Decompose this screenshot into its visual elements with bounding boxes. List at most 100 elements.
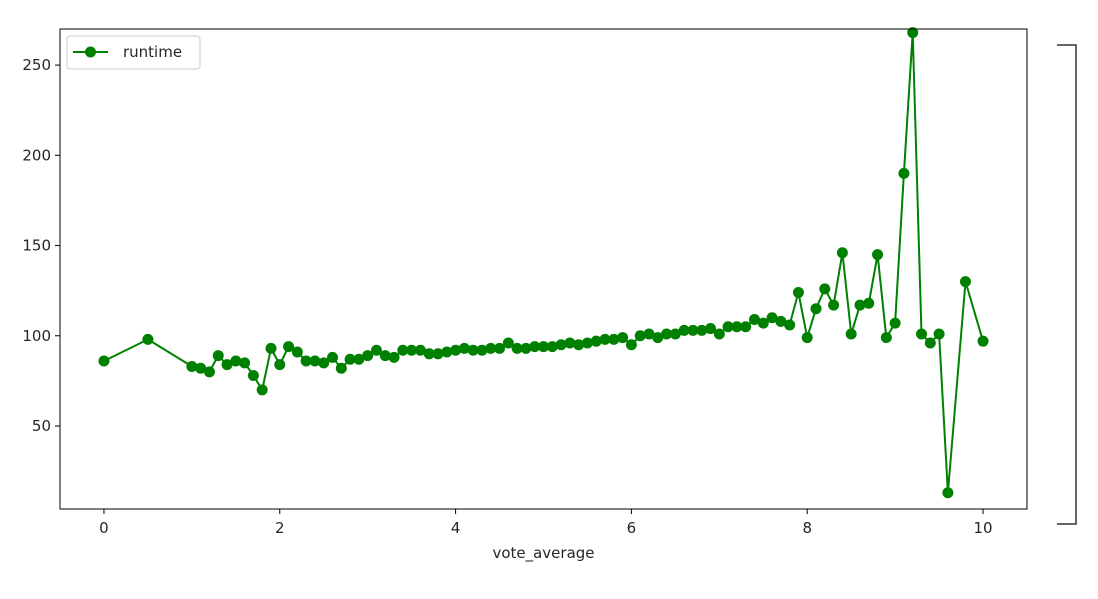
- data-point: [916, 328, 928, 340]
- right-bracket-decoration: [1057, 44, 1077, 525]
- data-point: [414, 344, 426, 356]
- data-point: [942, 487, 954, 499]
- data-point: [344, 353, 356, 365]
- data-point: [538, 341, 549, 353]
- axes: 0 2 4 6 8 10 50 100 150 200 250: [22, 28, 1028, 537]
- x-tick-label: 6: [627, 519, 637, 537]
- data-point: [854, 299, 866, 311]
- y-tick-label: 50: [32, 417, 51, 435]
- data-point: [230, 355, 242, 367]
- series-line-runtime: [103, 31, 984, 494]
- data-point: [327, 351, 339, 363]
- data-point: [713, 328, 725, 340]
- data-point: [872, 249, 884, 261]
- legend-box: [66, 35, 201, 70]
- data-point: [731, 321, 743, 333]
- data-point: [924, 337, 936, 349]
- y-tick-label: 200: [22, 146, 51, 164]
- data-point: [652, 332, 664, 344]
- data-point: [564, 337, 576, 349]
- plot-area: [98, 27, 989, 499]
- data-point: [792, 286, 804, 298]
- data-point: [203, 366, 215, 378]
- data-point: [617, 332, 629, 344]
- data-point: [687, 324, 699, 336]
- data-point: [212, 350, 224, 362]
- data-point: [678, 324, 690, 336]
- data-point: [379, 350, 391, 362]
- data-point: [239, 357, 251, 369]
- data-point: [661, 328, 673, 340]
- data-point: [318, 357, 330, 369]
- data-point: [836, 247, 848, 259]
- data-point: [643, 328, 655, 340]
- data-point: [599, 333, 611, 345]
- data-point: [722, 321, 734, 333]
- data-point: [766, 312, 778, 324]
- x-tick-label: 4: [451, 519, 461, 537]
- data-point: [845, 328, 857, 340]
- y-tick-label: 150: [22, 237, 51, 255]
- x-tick-label: 10: [973, 519, 992, 537]
- data-point: [590, 335, 602, 347]
- data-point: [476, 344, 488, 356]
- data-point: [265, 342, 277, 354]
- data-point: [98, 355, 110, 367]
- data-point: [142, 333, 154, 345]
- data-point: [959, 276, 971, 288]
- data-point: [300, 355, 312, 367]
- data-point: [450, 344, 462, 356]
- data-point: [520, 342, 532, 354]
- data-point: [608, 333, 620, 345]
- data-point: [406, 344, 418, 356]
- data-point: [810, 303, 822, 315]
- data-point: [432, 348, 444, 360]
- data-point: [502, 337, 514, 349]
- data-point: [889, 317, 901, 329]
- data-point: [335, 362, 347, 374]
- y-tick-label: 250: [22, 56, 51, 74]
- data-point: [819, 283, 831, 295]
- data-point: [397, 344, 409, 356]
- data-point: [423, 348, 435, 360]
- data-point: [388, 351, 400, 363]
- data-point: [898, 167, 910, 179]
- data-point: [784, 319, 796, 331]
- data-point: [309, 355, 321, 367]
- y-tick-label: 100: [22, 327, 51, 345]
- data-point: [353, 353, 365, 365]
- data-point: [977, 335, 989, 347]
- legend: runtime: [66, 35, 201, 70]
- x-axis-label: vote_average: [492, 544, 594, 563]
- data-point: [634, 330, 646, 342]
- data-point: [546, 341, 558, 353]
- data-point: [705, 323, 717, 335]
- data-point: [441, 346, 453, 358]
- data-point: [581, 337, 593, 349]
- data-point: [748, 314, 760, 326]
- x-tick-label: 0: [99, 519, 109, 537]
- data-point: [775, 315, 787, 327]
- plot-frame: [59, 28, 1028, 510]
- data-point: [863, 297, 875, 309]
- data-point: [247, 369, 259, 381]
- data-point: [494, 342, 506, 354]
- data-point: [696, 324, 708, 336]
- data-point: [291, 346, 303, 358]
- data-point: [880, 332, 892, 344]
- data-point: [370, 344, 382, 356]
- data-point: [467, 344, 479, 356]
- data-point: [907, 27, 919, 39]
- data-point: [186, 360, 198, 372]
- x-tick-label: 2: [275, 519, 285, 537]
- data-point: [625, 339, 637, 351]
- data-point: [274, 359, 286, 371]
- data-point: [485, 342, 497, 354]
- data-point: [458, 342, 470, 354]
- data-point: [573, 339, 585, 351]
- data-point: [757, 317, 769, 329]
- data-point: [555, 339, 567, 351]
- data-point: [828, 299, 840, 311]
- data-point: [740, 321, 752, 333]
